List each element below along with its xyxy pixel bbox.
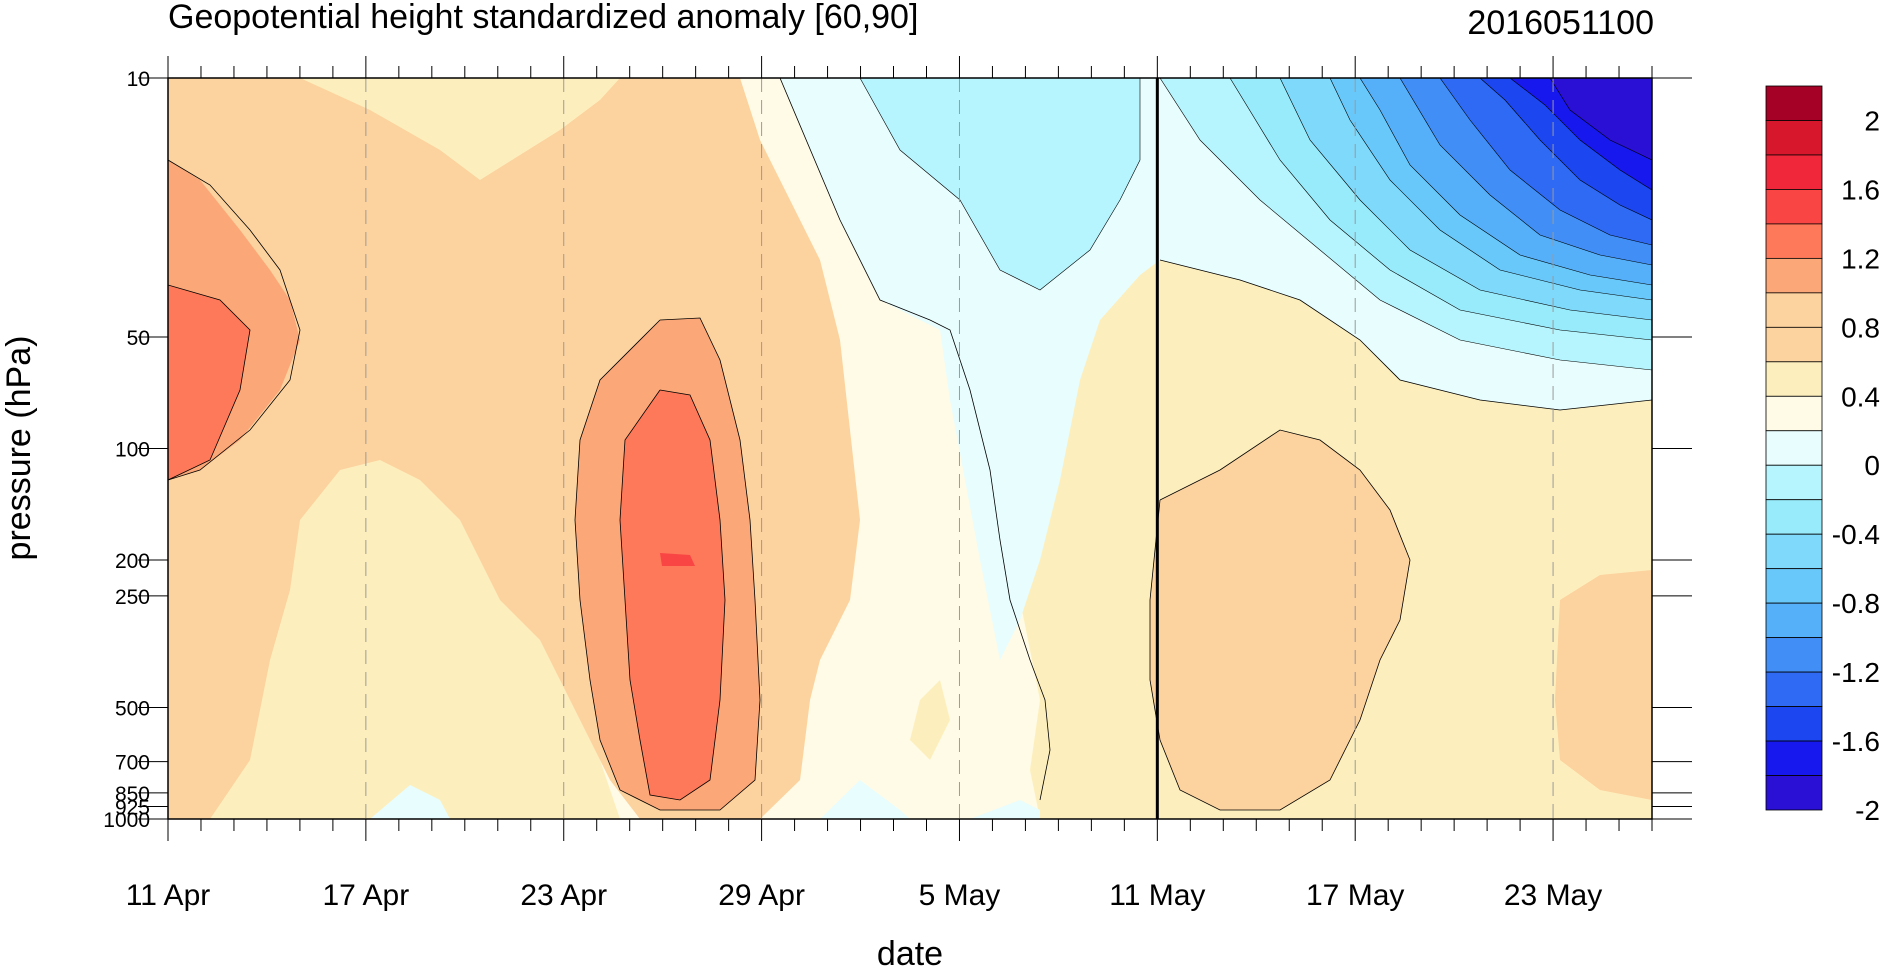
colorbar-swatch (1765, 292, 1823, 328)
chart-title: Geopotential height standardized anomaly… (168, 0, 918, 36)
contour-line-vortex-11 (1549, 78, 1652, 161)
contour-line-vortex-edge (1159, 259, 1652, 411)
contour-line-vortex-2 (1159, 78, 1652, 371)
contour-line-vortex-10 (1509, 78, 1652, 191)
colorbar-swatch (1765, 568, 1823, 604)
x-tick-label: 11 May (1109, 879, 1205, 912)
chart-timestamp: 2016051100 (1467, 4, 1654, 42)
contour-line-west-1 (168, 159, 301, 481)
contour-fill-low-cold-1 (370, 785, 450, 819)
contour-fill-may-positive-1 (1150, 430, 1410, 810)
contour-line-vortex-7 (1399, 78, 1652, 266)
colorbar-swatch (1765, 464, 1823, 501)
colorbar-swatch (1765, 671, 1823, 707)
contour-line-vortex-4 (1279, 78, 1652, 321)
colorbar-label: -0.8 (1832, 588, 1880, 619)
contour-line-upper-cold (859, 78, 1141, 291)
date-gridlines (365, 78, 1554, 819)
colorbar-swatch (1765, 120, 1823, 156)
colorbar-swatch (1765, 361, 1823, 397)
y-tick-label: 925 (115, 796, 150, 819)
colorbar: 2 1.6 1.2 0.8 0.4 0 -0.4 -0.8 -1.2 -1.6 -2 (1765, 85, 1880, 826)
colorbar-swatch (1765, 637, 1823, 673)
y-tick-label: 50 (127, 327, 150, 350)
colorbar-swatch (1765, 257, 1823, 294)
colorbar-label: -0.4 (1832, 519, 1880, 550)
x-axis-label: date (877, 935, 943, 969)
colorbar-label: 0.8 (1841, 312, 1880, 343)
colorbar-label: 2 (1864, 105, 1880, 136)
colorbar-swatch (1765, 533, 1823, 570)
colorbar-swatch (1765, 706, 1823, 742)
x-tick-label: 17 Apr (322, 879, 409, 912)
colorbar-label: 1.6 (1841, 174, 1880, 205)
colorbar-swatch (1765, 430, 1823, 466)
colorbar-label: -1.2 (1832, 657, 1880, 688)
contour-fill-may-positive-3 (910, 680, 950, 760)
colorbar-label: -1.6 (1832, 726, 1880, 757)
y-tick-label: 250 (115, 586, 150, 609)
contour-line-vortex-8 (1439, 78, 1652, 246)
colorbar-swatch (1765, 326, 1823, 363)
colorbar-swatch (1765, 395, 1823, 432)
y-tick-label: 10 (127, 68, 150, 91)
contour-line-apr-1 (574, 317, 761, 811)
contour-line-vortex-9 (1479, 78, 1652, 221)
contour-line-apr-2 (619, 389, 726, 801)
y-tick-label: 100 (115, 439, 150, 462)
colorbar-label: 0 (1864, 450, 1880, 481)
contour-fill-low-cold-2 (820, 780, 910, 819)
contour-fill-apr-positive-3 (660, 553, 695, 566)
colorbar-label: 0.4 (1841, 381, 1880, 412)
x-tick-label: 17 May (1306, 879, 1404, 912)
colorbar-label: -2 (1855, 795, 1880, 826)
x-tick-label: 5 May (919, 879, 1001, 912)
contour-line-stratosphere (779, 78, 1051, 801)
colorbar-swatch (1765, 154, 1823, 190)
x-axis: 11 Apr 17 Apr 23 Apr 29 Apr 5 May 11 May 17 Ma… (126, 56, 1653, 912)
y-tick-label: 500 (115, 697, 150, 720)
colorbar-swatch (1765, 189, 1823, 225)
x-tick-label: 23 May (1504, 879, 1602, 912)
plot-area (168, 78, 1652, 819)
y-tick-label: 200 (115, 550, 150, 573)
contour-fill-stratosphere-cold-2 (860, 78, 1140, 290)
colorbar-swatch (1765, 602, 1823, 639)
colorbar-swatch (1765, 775, 1823, 811)
colorbar-swatch (1765, 223, 1823, 259)
contour-fill-apr-positive-2 (620, 390, 725, 800)
contour-line-west-2 (168, 284, 251, 481)
contour-line-vortex-6 (1359, 78, 1652, 286)
contour-fill-polar-vortex-core (1550, 78, 1652, 160)
contour-fill-may-positive-2 (1555, 570, 1652, 800)
x-tick-label: 29 Apr (718, 879, 805, 912)
colorbar-swatch (1765, 499, 1823, 535)
contour-fill-low-cold-3 (970, 800, 1040, 819)
contour-line-vortex-3 (1229, 78, 1652, 341)
x-tick-label: 23 Apr (520, 879, 607, 912)
y-tick-label: 1000 (103, 809, 150, 832)
contour-line-vortex-5 (1329, 78, 1652, 301)
contour-fill-west-positive-3 (168, 285, 250, 480)
colorbar-swatch (1765, 85, 1823, 121)
y-axis-label: pressure (hPa) (0, 336, 38, 561)
y-tick-label: 700 (115, 752, 150, 775)
colorbar-label: 1.2 (1841, 243, 1880, 274)
x-tick-label: 11 Apr (126, 879, 211, 912)
y-tick-label: 850 (115, 783, 150, 806)
colorbar-swatch (1765, 740, 1823, 776)
